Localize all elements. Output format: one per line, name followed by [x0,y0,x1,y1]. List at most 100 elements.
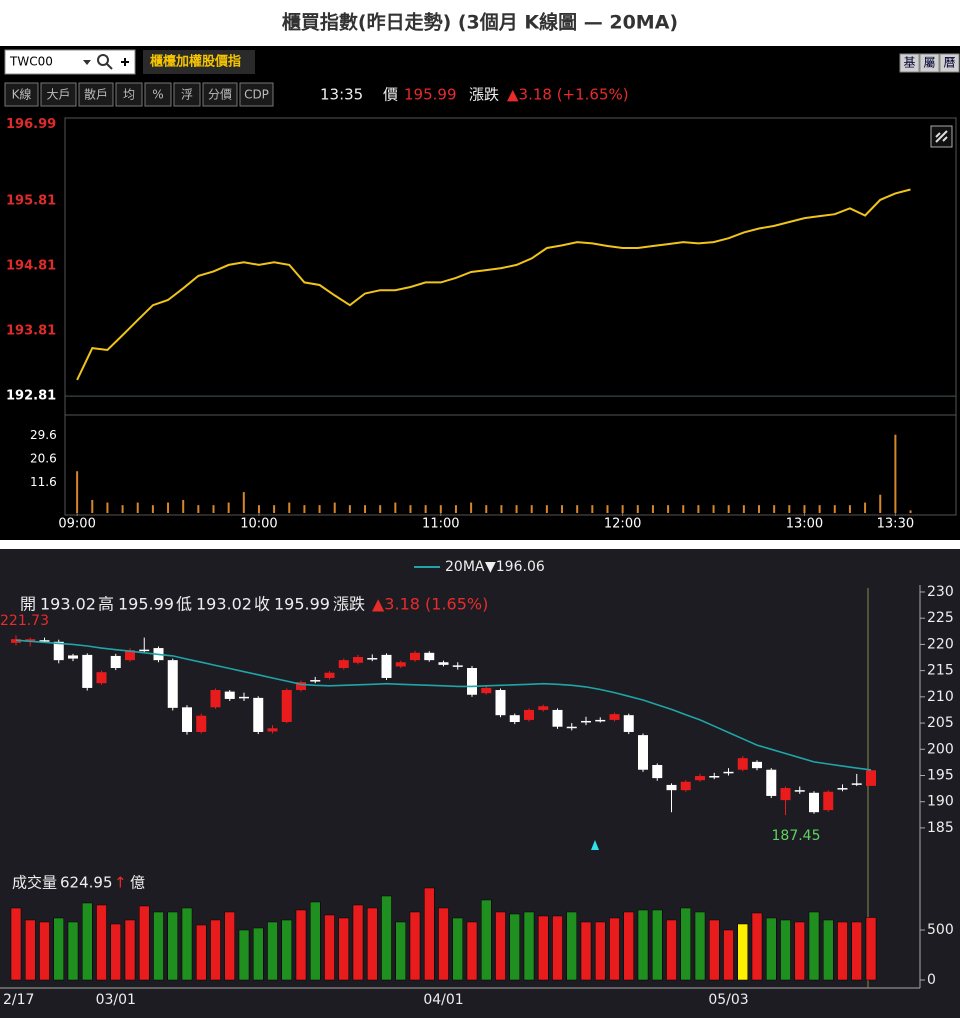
candle-body [310,680,321,682]
volume-bar [39,921,50,981]
volume-bar [538,915,549,981]
quote-change-label: 漲跌 [333,595,365,614]
tab-button[interactable] [40,82,77,107]
volume-bar [667,505,670,513]
quote-value: 193.02 [40,595,96,614]
volume-bar [333,502,336,513]
side-button-label: 屬 [923,56,935,70]
volume-bar [181,907,193,981]
y-tick-label: 225 [927,610,954,626]
volume-bar [379,505,382,513]
candle-body [296,682,306,691]
tab-button[interactable] [144,82,172,107]
volume-bar [808,911,820,981]
tab-button[interactable] [239,82,274,107]
search-icon[interactable] [97,54,109,66]
candle-body [125,650,135,661]
volume-bar [438,907,449,981]
volume-bar [267,921,278,981]
volume-bar [712,505,715,513]
candle-body [452,665,463,667]
volume-bar [352,904,364,981]
tab-button[interactable] [78,82,114,107]
volume-bar [591,505,594,513]
volume-bar [848,505,851,513]
volume-bar [623,911,634,981]
side-button[interactable] [899,53,920,73]
candle-body [552,709,563,727]
volume-bar [295,909,307,981]
y-tick-label: 192.81 [6,389,56,404]
volume-bar [621,505,624,513]
tab-button[interactable] [173,82,201,107]
tab-button[interactable] [4,82,39,107]
side-button[interactable] [939,53,960,73]
candle-body [82,654,93,688]
volume-bar [523,911,535,981]
volume-bar [210,919,221,981]
symbol-input[interactable] [4,49,136,75]
candle-body [224,691,235,699]
x-tick-label: 13:30 [877,517,914,532]
volume-bar [10,907,22,981]
volume-bar [595,921,606,981]
volume-bar [680,907,691,981]
legend-value: ▼196.06 [485,559,545,575]
quote-change-label: 漲跌 [469,86,499,104]
candle-body [851,783,862,785]
volume-bar [409,911,421,981]
side-button[interactable] [919,53,940,73]
volume-bar [694,911,706,981]
page-title: 櫃買指數(昨日走勢) (3個月 K線圖 — 20MA) [282,11,678,34]
add-icon[interactable] [121,58,129,66]
volume-bar [96,904,107,981]
x-tick-label: 2/17 [3,992,34,1008]
tab-label: 浮 [181,88,193,102]
candle-body [324,672,335,678]
candle-body [239,696,249,699]
volume-bar [121,505,124,513]
volume-bar [318,505,321,513]
volume-bar [324,914,335,981]
volume-bar [481,899,492,981]
candle-body [424,652,435,661]
y-tick-label: 200 [927,741,954,757]
volume-value: 624.95 [60,874,113,892]
tab-button[interactable] [115,82,143,107]
quote-label: 開 [20,595,36,614]
volume-bar [196,924,207,981]
volume-bar [338,917,349,981]
volume-bar [394,502,397,513]
volume-bar [495,911,506,981]
y-tick-label: 185 [927,820,954,836]
volume-bar [864,502,867,513]
volume-bar [879,494,882,513]
candle-body [623,715,634,732]
candle-body [53,641,64,661]
search-icon-handle [106,63,113,70]
x-tick-label: 10:00 [240,517,277,532]
x-tick-label: 09:00 [58,517,95,532]
y-tick-label: 193.81 [6,324,56,339]
volume-bar [609,917,620,981]
tab-button[interactable] [202,82,238,107]
candle-body [25,639,36,642]
volume-bar [212,505,215,513]
volume-bar [909,510,912,513]
volume-bar [530,505,533,513]
quote-label: 高 [98,595,114,614]
candle-body [367,658,378,660]
y-tick-label: 195.81 [6,194,56,209]
volume-bar [637,909,649,981]
volume-bar [803,505,806,513]
intraday-panel [0,46,960,540]
candle-body [139,649,150,652]
tab-label: % [152,88,163,102]
dropdown-arrow[interactable] [83,60,91,65]
tab-label: 大戶 [46,88,70,102]
candle-body [467,668,477,695]
volume-bar [552,915,563,981]
x-tick-label: 05/03 [708,992,748,1008]
x-tick-label: 03/01 [96,992,136,1008]
volume-bar [515,505,518,513]
